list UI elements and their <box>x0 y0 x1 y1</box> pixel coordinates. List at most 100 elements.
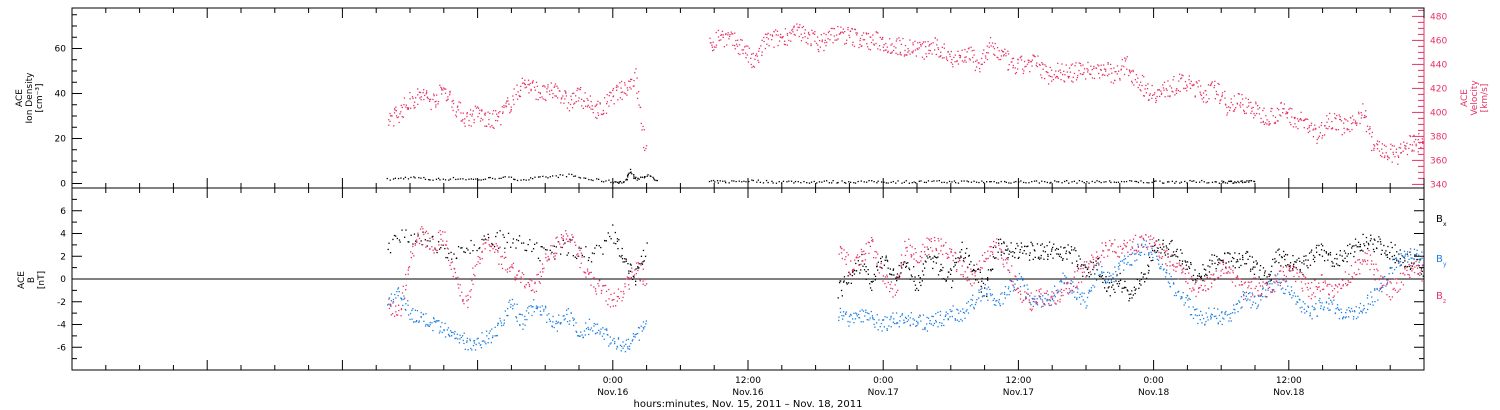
by-point <box>609 336 611 338</box>
bx-point <box>1151 249 1154 252</box>
bx-point <box>951 286 953 289</box>
bx-point <box>1320 243 1323 245</box>
velocity-point <box>1143 76 1145 78</box>
bx-point <box>1202 264 1204 266</box>
velocity-point <box>458 101 460 103</box>
bz-point <box>926 237 928 239</box>
bx-point <box>1139 283 1141 285</box>
bx-point <box>1136 278 1138 281</box>
bx-point <box>469 252 471 254</box>
bx-point <box>629 270 632 272</box>
bz-point <box>1060 295 1062 297</box>
bz-point <box>1321 274 1323 276</box>
bz-point <box>1250 296 1252 298</box>
bz-point <box>1373 274 1375 276</box>
velocity-point <box>1360 117 1362 119</box>
bz-point <box>1196 280 1198 282</box>
density-point <box>633 174 635 176</box>
density-point <box>545 176 547 178</box>
bz-point <box>914 248 916 250</box>
velocity-point <box>986 52 988 54</box>
velocity-point <box>1131 80 1133 82</box>
velocity-point <box>1074 65 1076 67</box>
by-point <box>519 324 521 327</box>
bx-point <box>1396 251 1398 253</box>
bz-point <box>1270 291 1272 293</box>
density-point <box>880 181 883 183</box>
bz-point <box>860 263 862 265</box>
bz-point <box>904 240 906 243</box>
density-point <box>491 177 494 180</box>
bz-point <box>1327 283 1329 286</box>
by-point <box>904 316 907 319</box>
by-point <box>1103 271 1105 274</box>
bx-point <box>962 260 965 262</box>
velocity-point <box>745 52 747 54</box>
bz-point <box>442 231 444 233</box>
velocity-point <box>993 48 996 50</box>
density-point <box>1033 180 1036 182</box>
bx-point <box>555 246 557 248</box>
velocity-point <box>1071 63 1074 65</box>
by-point <box>394 293 396 296</box>
bx-point <box>914 289 917 291</box>
velocity-point <box>516 84 518 86</box>
bz-point <box>1307 289 1309 291</box>
velocity-point <box>718 39 720 42</box>
bx-point <box>1394 262 1396 264</box>
by-point <box>614 341 616 343</box>
bz-point <box>520 276 522 278</box>
bx-point <box>1418 265 1420 267</box>
bz-point <box>1063 282 1065 284</box>
by-point <box>1336 304 1339 306</box>
by-point <box>986 294 988 296</box>
velocity-point <box>1385 145 1387 148</box>
bz-point <box>446 240 448 242</box>
bx-point <box>420 240 422 242</box>
by-point <box>528 305 530 307</box>
bz-point <box>586 268 589 270</box>
by-point <box>614 342 616 345</box>
bz-point <box>955 270 958 273</box>
bz-point <box>949 248 951 250</box>
velocity-point <box>419 91 422 94</box>
bz-point <box>465 295 467 297</box>
bx-point <box>1078 255 1080 257</box>
velocity-point <box>737 52 740 55</box>
density-point <box>623 181 625 183</box>
bz-point <box>1356 273 1358 275</box>
velocity-point <box>1388 157 1390 159</box>
bz-point <box>950 250 952 253</box>
bx-point <box>1251 256 1253 258</box>
bz-point <box>567 240 569 243</box>
velocity-point <box>768 45 770 47</box>
bx-point <box>1360 249 1363 251</box>
bx-point <box>941 278 943 280</box>
bx-point <box>1128 300 1130 302</box>
velocity-tick-label: 360 <box>1430 156 1447 166</box>
by-point <box>962 311 965 314</box>
by-point <box>1210 315 1212 317</box>
by-point <box>609 343 611 345</box>
bz-point <box>1324 280 1326 282</box>
bz-point <box>1298 276 1300 278</box>
velocity-point <box>978 67 981 70</box>
by-point <box>546 321 548 323</box>
bx-point <box>914 276 916 278</box>
bz-point <box>911 246 913 248</box>
velocity-point <box>1180 77 1183 79</box>
velocity-point <box>573 103 575 105</box>
velocity-point <box>720 39 722 41</box>
bz-point <box>625 278 628 280</box>
bx-point <box>512 238 515 240</box>
velocity-point <box>943 47 945 49</box>
bx-point <box>1065 252 1067 255</box>
density-point <box>618 182 620 184</box>
bz-point <box>1049 304 1051 307</box>
by-point <box>439 326 442 328</box>
by-point <box>1177 290 1180 293</box>
bz-point <box>861 251 863 253</box>
density-point <box>429 179 431 181</box>
density-point <box>1117 181 1120 183</box>
velocity-point <box>1277 120 1279 122</box>
